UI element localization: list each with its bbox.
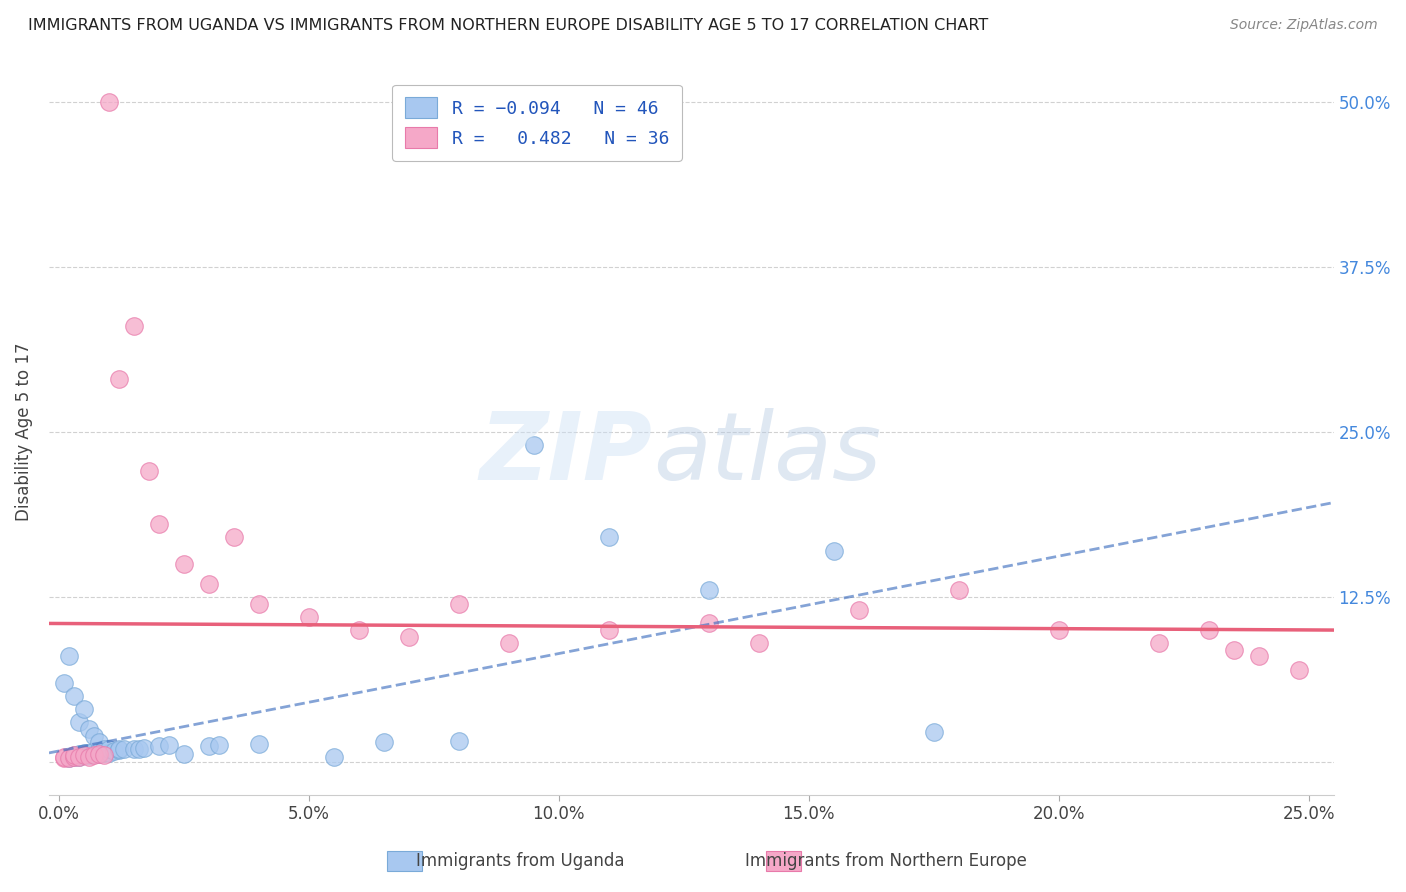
Point (247, 597, 270, 611)
Point (398, 630, 420, 644)
Point (63, 689, 86, 703)
Point (63, 749, 86, 764)
Point (77, 749, 100, 764)
Point (93, 741, 115, 756)
Point (97, 95, 120, 109)
Text: ZIP: ZIP (479, 408, 652, 500)
Point (173, 747, 195, 761)
Point (67, 749, 90, 764)
Point (87, 744, 110, 758)
Point (77, 722, 100, 736)
Point (77, 748, 100, 763)
Point (73, 746, 96, 760)
Text: Immigrants from Uganda: Immigrants from Uganda (416, 852, 624, 870)
Point (247, 737, 270, 751)
Point (58, 751, 80, 765)
Point (83, 729, 105, 743)
Point (83, 744, 105, 758)
Point (73, 748, 96, 763)
Point (848, 603, 870, 617)
Text: atlas: atlas (652, 408, 882, 500)
Point (122, 319, 145, 334)
Text: IMMIGRANTS FROM UGANDA VS IMMIGRANTS FROM NORTHERN EUROPE DISABILITY AGE 5 TO 17: IMMIGRANTS FROM UGANDA VS IMMIGRANTS FRO… (28, 18, 988, 33)
Point (97, 741, 120, 756)
Point (83, 748, 105, 763)
Point (222, 531, 245, 545)
Point (1147, 636, 1170, 650)
Point (1198, 623, 1220, 637)
Point (77, 746, 100, 760)
Point (148, 739, 170, 754)
Point (922, 724, 945, 739)
Point (198, 739, 221, 754)
Point (97, 746, 120, 760)
Point (52, 751, 75, 765)
Point (823, 543, 845, 558)
Point (52, 749, 75, 764)
Point (138, 464, 160, 478)
Point (1288, 663, 1310, 677)
Point (67, 715, 90, 730)
Point (122, 741, 145, 756)
Point (298, 609, 321, 624)
Point (447, 734, 470, 748)
Point (132, 740, 155, 755)
Point (108, 743, 131, 757)
Point (67, 747, 90, 761)
Point (173, 557, 195, 571)
Point (93, 746, 115, 760)
Text: Source: ZipAtlas.com: Source: ZipAtlas.com (1230, 18, 1378, 32)
Point (208, 738, 231, 752)
Text: Immigrants from Northern Europe: Immigrants from Northern Europe (745, 852, 1026, 870)
Point (373, 735, 395, 749)
Point (523, 438, 546, 452)
Point (157, 738, 180, 752)
Point (347, 623, 370, 637)
Y-axis label: Disability Age 5 to 17: Disability Age 5 to 17 (15, 343, 32, 521)
Point (598, 623, 620, 637)
Point (108, 372, 131, 386)
Point (148, 517, 170, 532)
Point (87, 735, 110, 749)
Point (697, 616, 720, 631)
Point (697, 583, 720, 598)
Point (1222, 642, 1244, 657)
Point (83, 747, 105, 761)
Legend: R = −0.094   N = 46, R =   0.482   N = 36: R = −0.094 N = 46, R = 0.482 N = 36 (392, 85, 682, 161)
Point (63, 748, 86, 763)
Point (498, 636, 520, 650)
Point (52, 675, 75, 690)
Point (1247, 649, 1270, 664)
Point (108, 741, 131, 756)
Point (73, 702, 96, 716)
Point (67, 749, 90, 764)
Point (322, 749, 344, 764)
Point (447, 597, 470, 611)
Point (58, 649, 80, 664)
Point (948, 583, 970, 598)
Point (58, 751, 80, 765)
Point (128, 741, 150, 756)
Point (73, 748, 96, 763)
Point (198, 576, 221, 591)
Point (63, 749, 86, 764)
Point (93, 748, 115, 763)
Point (87, 747, 110, 761)
Point (87, 747, 110, 761)
Point (103, 744, 125, 758)
Point (748, 636, 770, 650)
Point (63, 748, 86, 763)
Point (1047, 623, 1070, 637)
Point (598, 531, 620, 545)
Point (112, 741, 135, 756)
